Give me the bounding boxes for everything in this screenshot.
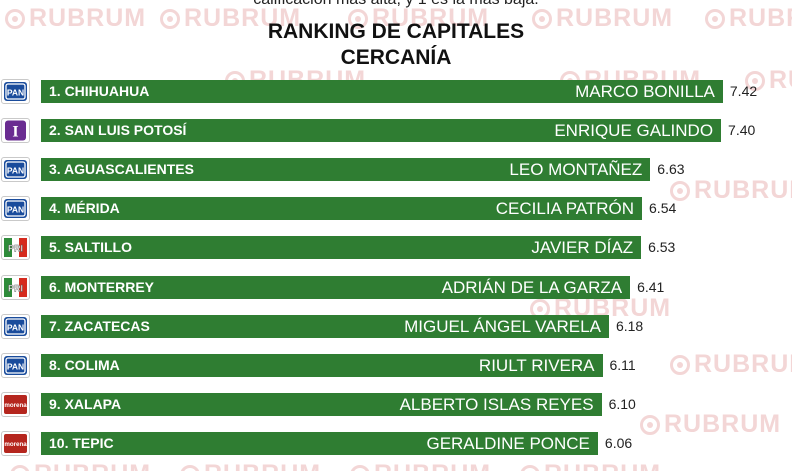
morena-logo: morena [1,430,30,456]
bar: 5. SALTILLO JAVIER DÍAZ [41,236,642,260]
ranking-row: PAN 3. AGUASCALIENTES LEO MONTAÑEZ 6.63 [0,157,792,183]
rubrum-watermark: RUBRUM [520,460,661,471]
svg-text:I: I [12,124,18,141]
svg-text:PRI: PRI [8,244,23,254]
value-label: 6.18 [615,317,644,334]
rubrum-watermark-text: RUBRUM [204,460,321,471]
rubrum-watermark-icon [10,464,30,471]
value-label: 6.41 [637,278,665,295]
bar: 3. AGUASCALIENTES LEO MONTAÑEZ [41,158,651,182]
value-label: 6.54 [649,200,677,217]
morena-logo: morena [1,391,30,417]
bar: 6. MONTERREY ADRIÁN DE LA GARZA [41,275,631,299]
city-label: 2. SAN LUIS POTOSÍ [49,122,187,139]
mayor-label: CECILIA PATRÓN [495,199,635,219]
value-label: 6.63 [657,161,685,178]
mayor-label: MIGUEL ÁNGEL VARELA [404,316,601,336]
rubrum-watermark-icon [520,464,540,471]
ranking-row: morena 9. XALAPA ALBERTO ISLAS REYES 6.10 [0,391,792,417]
rubrum-watermark: RUBRUM [10,460,151,471]
value-label: 6.11 [609,356,636,373]
svg-text:PRI: PRI [8,283,23,293]
svg-text:PAN: PAN [7,361,24,371]
mayor-label: MARCO BONILLA [575,82,715,101]
pri-logo: PRI [1,274,30,300]
bar: 4. MÉRIDA CECILIA PATRÓN [41,197,643,221]
bar: 7. ZACATECAS MIGUEL ÁNGEL VARELA [41,314,609,338]
pan-logo: PAN [1,196,30,222]
bar: 10. TEPIC GERALDINE PONCE [41,431,598,455]
mayor-label: ALBERTO ISLAS REYES [399,394,594,414]
svg-text:PAN: PAN [7,322,24,332]
pan-logo: PAN [1,79,30,104]
value-label: 6.53 [648,239,676,256]
pan-logo: PAN [1,352,30,378]
svg-text:PAN: PAN [7,166,24,176]
city-label: 9. XALAPA [49,395,122,412]
chart-subtitle: CERCANÍA [340,46,452,69]
bar: 2. SAN LUIS POTOSÍ ENRIQUE GALINDO [41,119,722,143]
ranking-row: I 2. SAN LUIS POTOSÍ ENRIQUE GALINDO 7.40 [0,118,792,144]
rubrum-watermark-icon [350,464,370,471]
city-label: 7. ZACATECAS [49,317,150,334]
mayor-label: LEO MONTAÑEZ [509,160,643,180]
mayor-label: GERALDINE PONCE [426,433,590,453]
rubrum-watermark-text: RUBRUM [34,460,151,471]
svg-text:morena: morena [4,441,27,448]
city-label: 8. COLIMA [49,356,120,373]
svg-text:PAN: PAN [7,205,24,215]
bar: 8. COLIMA RIULT RIVERA [41,353,603,377]
bar: 9. XALAPA ALBERTO ISLAS REYES [41,392,602,416]
city-label: 3. AGUASCALIENTES [49,161,194,178]
value-label: 7.40 [728,122,756,139]
value-label: 6.06 [604,434,633,451]
mayor-label: JAVIER DÍAZ [531,238,634,258]
ranking-row: PAN 1. CHIHUAHUA MARCO BONILLA 7.42 [0,79,792,104]
bar: 1. CHIHUAHUA MARCO BONILLA [41,80,723,103]
city-label: 5. SALTILLO [49,239,132,256]
city-label: 1. CHIHUAHUA [49,83,150,99]
pri-logo: PRI [1,235,30,261]
ranking-row: morena 10. TEPIC GERALDINE PONCE 6.06 [0,430,792,456]
ranking-row: PAN 8. COLIMA RIULT RIVERA 6.11 [0,352,792,378]
rubrum-watermark-icon [180,464,200,471]
pan-logo: PAN [1,157,30,183]
rubrum-watermark-text: RUBRUM [374,460,491,471]
ranking-row: PRI 6. MONTERREY ADRIÁN DE LA GARZA 6.41 [0,274,792,300]
independent-logo: I [1,118,30,144]
ranking-row: PAN 4. MÉRIDA CECILIA PATRÓN 6.54 [0,196,792,222]
city-label: 6. MONTERREY [49,278,155,295]
ranking-row: PAN 7. ZACATECAS MIGUEL ÁNGEL VARELA 6.18 [0,313,792,339]
mayor-label: ENRIQUE GALINDO [554,121,714,141]
value-label: 7.42 [729,83,758,99]
rubrum-watermark: RUBRUM [180,460,321,471]
rubrum-watermark-text: RUBRUM [544,460,661,471]
svg-text:morena: morena [4,402,27,409]
pan-logo: PAN [1,313,30,339]
mayor-label: ADRIÁN DE LA GARZA [441,277,623,297]
chart-title: RANKING DE CAPITALES [267,20,525,43]
partial-top-text: calificación más alta, y 1 es la más baj… [0,0,792,9]
ranking-row: PRI 5. SALTILLO JAVIER DÍAZ 6.53 [0,235,792,261]
value-label: 6.10 [608,395,636,412]
svg-text:PAN: PAN [7,88,24,98]
rubrum-watermark: RUBRUM [350,460,491,471]
city-label: 4. MÉRIDA [49,200,120,217]
mayor-label: RIULT RIVERA [478,355,595,375]
city-label: 10. TEPIC [49,434,114,451]
